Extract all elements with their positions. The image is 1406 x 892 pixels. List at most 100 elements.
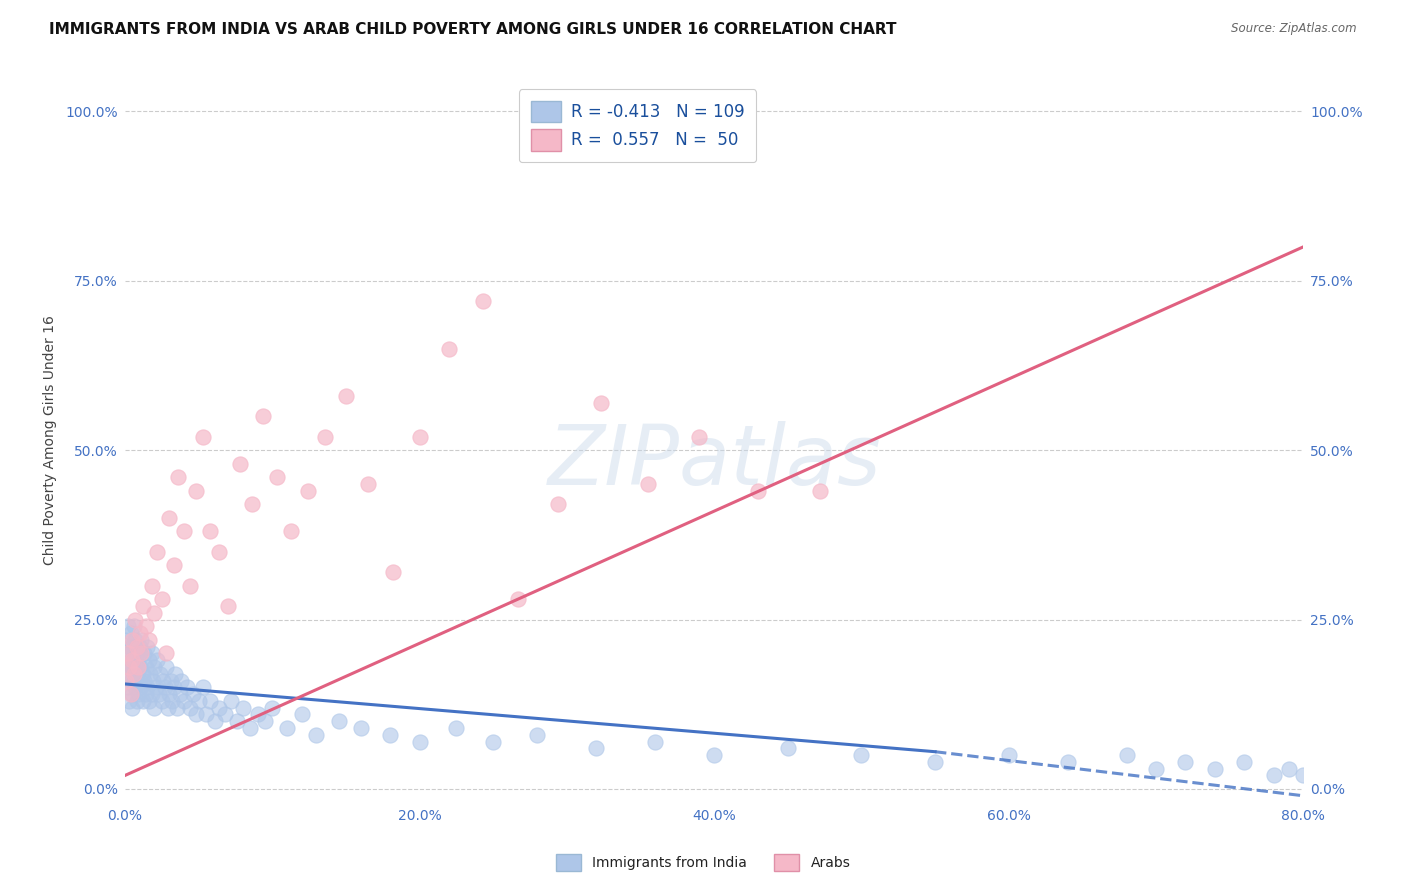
Point: [128, 626, 150, 640]
Point: [276, 721, 298, 735]
Point: [179, 579, 201, 593]
Point: [200, 694, 222, 708]
Point: [1277, 762, 1299, 776]
Point: [142, 673, 165, 688]
Point: [314, 429, 336, 443]
Point: [124, 660, 146, 674]
Point: [141, 647, 163, 661]
Point: [139, 666, 162, 681]
Point: [136, 640, 159, 654]
Point: [637, 477, 659, 491]
Point: [150, 694, 173, 708]
Point: [291, 707, 314, 722]
Point: [117, 681, 139, 695]
Point: [155, 660, 177, 674]
Point: [179, 700, 201, 714]
Point: [131, 599, 153, 613]
Point: [253, 714, 276, 729]
Point: [157, 511, 180, 525]
Point: [127, 653, 149, 667]
Point: [128, 660, 150, 674]
Point: [232, 700, 254, 714]
Point: [688, 429, 710, 443]
Point: [226, 714, 249, 729]
Point: [239, 721, 262, 735]
Point: [122, 673, 145, 688]
Point: [378, 728, 401, 742]
Point: [143, 660, 166, 674]
Legend: R = -0.413   N = 109, R =  0.557   N =  50: R = -0.413 N = 109, R = 0.557 N = 50: [519, 89, 756, 162]
Point: [125, 694, 148, 708]
Point: [547, 497, 569, 511]
Point: [162, 558, 184, 573]
Point: [747, 483, 769, 498]
Point: [204, 714, 226, 729]
Point: [703, 748, 725, 763]
Text: ZIPatlas: ZIPatlas: [547, 421, 882, 502]
Point: [585, 741, 607, 756]
Point: [115, 660, 138, 674]
Point: [350, 721, 373, 735]
Text: Source: ZipAtlas.com: Source: ZipAtlas.com: [1232, 22, 1357, 36]
Point: [127, 687, 149, 701]
Point: [1056, 755, 1078, 769]
Point: [117, 647, 139, 661]
Point: [219, 694, 242, 708]
Point: [195, 707, 218, 722]
Point: [121, 660, 143, 674]
Point: [776, 741, 799, 756]
Point: [150, 592, 173, 607]
Point: [1144, 762, 1167, 776]
Point: [252, 409, 274, 424]
Point: [408, 734, 430, 748]
Point: [146, 653, 169, 667]
Point: [117, 647, 139, 661]
Point: [135, 687, 157, 701]
Point: [118, 660, 141, 674]
Point: [184, 483, 207, 498]
Point: [229, 457, 252, 471]
Point: [129, 681, 152, 695]
Point: [118, 666, 141, 681]
Point: [121, 687, 143, 701]
Text: IMMIGRANTS FROM INDIA VS ARAB CHILD POVERTY AMONG GIRLS UNDER 16 CORRELATION CHA: IMMIGRANTS FROM INDIA VS ARAB CHILD POVE…: [49, 22, 897, 37]
Point: [181, 687, 204, 701]
Point: [117, 619, 139, 633]
Point: [208, 700, 231, 714]
Point: [169, 687, 191, 701]
Point: [924, 755, 946, 769]
Point: [160, 694, 183, 708]
Point: [120, 687, 142, 701]
Point: [141, 579, 163, 593]
Point: [305, 728, 328, 742]
Point: [200, 524, 222, 539]
Point: [143, 700, 166, 714]
Point: [280, 524, 302, 539]
Point: [1263, 768, 1285, 782]
Point: [508, 592, 530, 607]
Point: [471, 294, 494, 309]
Point: [153, 681, 176, 695]
Point: [121, 640, 143, 654]
Point: [335, 389, 357, 403]
Point: [120, 626, 142, 640]
Point: [262, 700, 284, 714]
Point: [1115, 748, 1137, 763]
Point: [118, 640, 141, 654]
Point: [134, 647, 156, 661]
Point: [155, 647, 177, 661]
Point: [214, 707, 236, 722]
Point: [382, 565, 405, 579]
Point: [131, 694, 153, 708]
Point: [143, 606, 166, 620]
Point: [128, 673, 150, 688]
Point: [173, 694, 195, 708]
Point: [136, 681, 159, 695]
Point: [167, 470, 190, 484]
Point: [120, 673, 142, 688]
Point: [121, 632, 143, 647]
Point: [482, 734, 505, 748]
Point: [124, 613, 146, 627]
Point: [170, 673, 193, 688]
Point: [184, 707, 207, 722]
